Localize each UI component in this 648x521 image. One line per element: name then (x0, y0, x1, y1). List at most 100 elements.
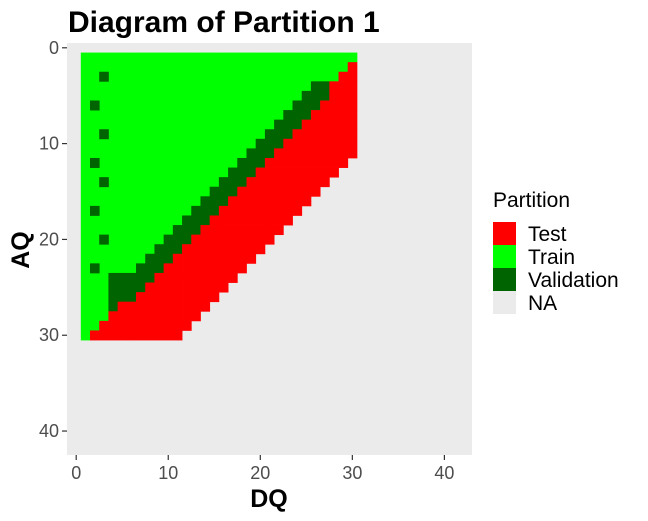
cell-validation (99, 234, 109, 245)
cell-test (329, 90, 339, 101)
cell-train (154, 71, 165, 82)
cell-test (347, 81, 358, 92)
cell-train (246, 52, 257, 63)
cell-train (80, 263, 91, 274)
cell-train (99, 81, 109, 92)
cell-train (126, 100, 137, 111)
cell-test (218, 234, 229, 245)
cell-validation (117, 272, 128, 283)
cell-train (99, 157, 109, 168)
cell-validation (218, 196, 229, 207)
cell-test (283, 167, 293, 178)
cell-train (90, 282, 100, 293)
cell-train (172, 177, 183, 188)
cell-train (145, 119, 155, 130)
cell-train (154, 177, 165, 188)
cell-train (145, 90, 155, 101)
cell-train (154, 186, 165, 197)
cell-test (163, 263, 174, 274)
cell-train (246, 71, 257, 82)
cell-validation (264, 148, 275, 159)
cell-test (182, 253, 192, 264)
cell-test (209, 282, 220, 293)
cell-test (117, 330, 128, 341)
cell-test (283, 205, 293, 216)
cell-test (292, 196, 303, 207)
cell-test (200, 282, 211, 293)
cell-train (228, 52, 238, 63)
cell-train (145, 52, 155, 63)
cell-test (172, 272, 183, 283)
cell-train (200, 90, 211, 101)
cell-train (320, 62, 330, 73)
cell-train (80, 71, 91, 82)
cell-test (126, 330, 137, 341)
cell-test (329, 81, 339, 92)
cell-test (283, 148, 293, 159)
x-axis: 0 10 20 30 40 (71, 455, 454, 483)
cell-train (145, 110, 155, 121)
cell-test (246, 186, 257, 197)
cell-test (163, 301, 174, 312)
cell-validation (126, 282, 137, 293)
cell-test (338, 110, 349, 121)
y-tick-label: 40 (39, 421, 59, 441)
cell-train (126, 129, 137, 140)
cell-train (218, 71, 229, 82)
cell-train (90, 225, 100, 236)
cell-train (329, 71, 339, 82)
cell-train (108, 186, 119, 197)
cell-train (136, 215, 146, 226)
cell-train (228, 100, 238, 111)
cell-train (90, 186, 100, 197)
cell-train (172, 148, 183, 159)
cell-test (347, 71, 358, 82)
cell-train (209, 177, 220, 188)
cell-train (274, 62, 284, 73)
cell-validation (228, 177, 238, 188)
cell-train (218, 167, 229, 178)
cell-validation (255, 148, 266, 159)
cell-train (99, 272, 109, 283)
cell-train (172, 215, 183, 226)
cell-test (209, 292, 220, 303)
cell-train (99, 167, 109, 178)
cell-train (145, 225, 155, 236)
cell-validation (320, 81, 330, 92)
cell-train (292, 52, 303, 63)
cell-train (126, 110, 137, 121)
cell-train (90, 52, 100, 63)
cell-train (209, 81, 220, 92)
cell-train (200, 186, 211, 197)
cell-train (154, 148, 165, 159)
cell-test (136, 311, 146, 322)
cell-train (136, 148, 146, 159)
cell-train (136, 52, 146, 63)
cell-train (80, 330, 91, 341)
cell-train (108, 90, 119, 101)
cell-train (191, 196, 201, 207)
cell-test (117, 311, 128, 322)
cell-test (255, 244, 266, 255)
cell-train (163, 177, 174, 188)
cell-test (237, 205, 247, 216)
cell-test (182, 292, 192, 303)
cell-test (182, 263, 192, 274)
cell-train (154, 167, 165, 178)
cell-train (228, 62, 238, 73)
cell-train (264, 71, 275, 82)
cell-train (237, 119, 247, 130)
cell-train (136, 196, 146, 207)
cell-train (99, 205, 109, 216)
cell-train (182, 148, 192, 159)
cell-test (209, 272, 220, 283)
cell-test (347, 129, 358, 140)
cell-train (163, 52, 174, 63)
cell-validation (182, 234, 192, 245)
cell-train (126, 148, 137, 159)
cell-test (301, 167, 312, 178)
cell-train (117, 234, 128, 245)
cell-train (154, 225, 165, 236)
cell-validation (172, 244, 183, 255)
cell-test (301, 138, 312, 149)
